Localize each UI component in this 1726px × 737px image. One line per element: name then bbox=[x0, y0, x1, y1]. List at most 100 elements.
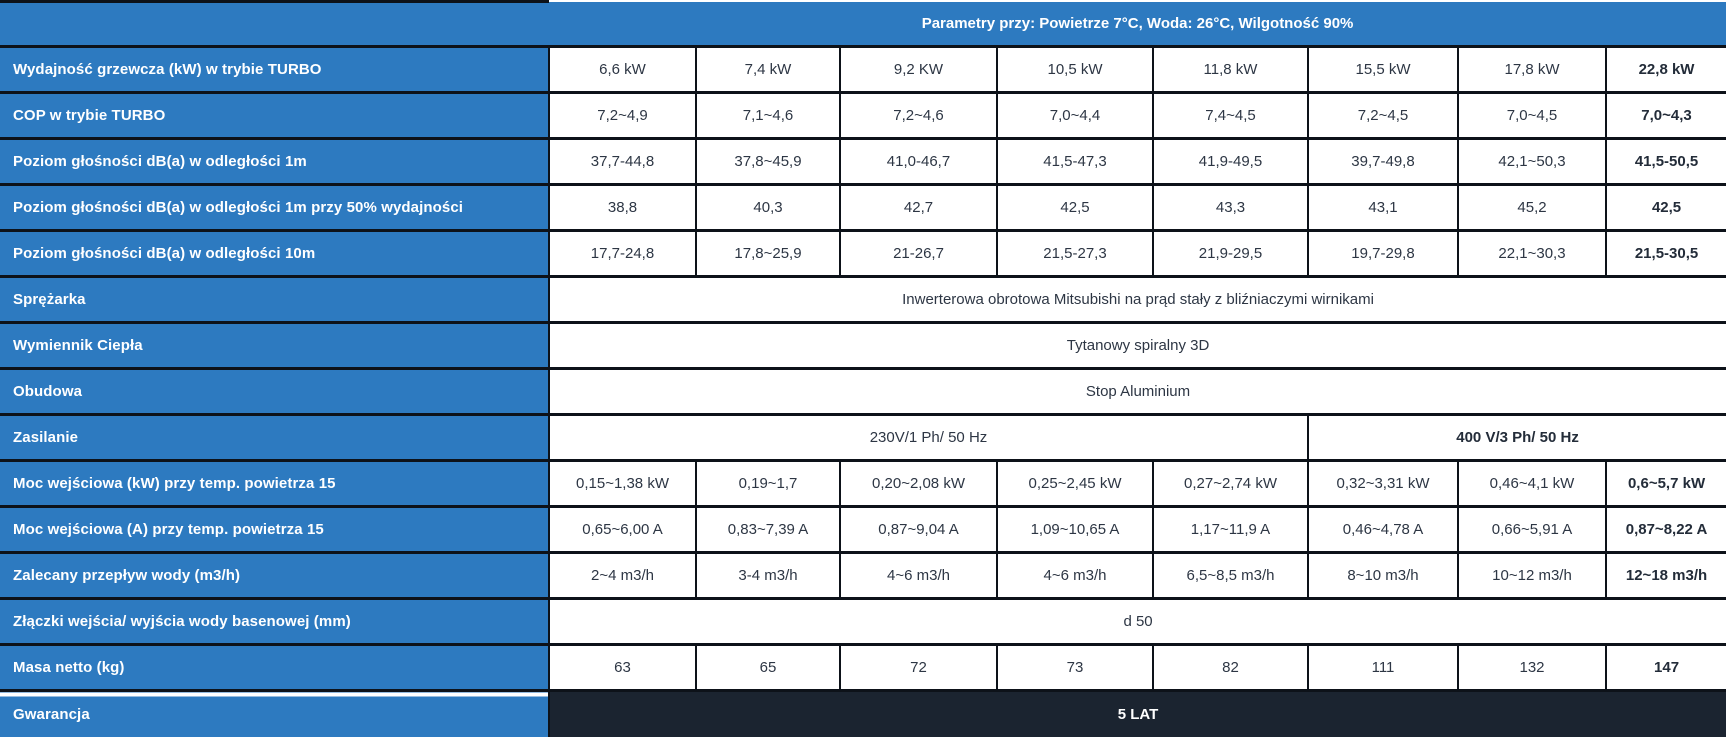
row-label: Poziom głośności dB(a) w odległości 10m bbox=[0, 230, 549, 279]
value-cell: 0,19~1,7 bbox=[695, 460, 840, 509]
power-supply-3ph-cell: 400 V/3 Ph/ 50 Hz bbox=[1306, 414, 1726, 463]
span-value-cell: d 50 bbox=[547, 598, 1726, 647]
table-row: Moc wejściowa (kW) przy temp. powietrza … bbox=[0, 460, 1726, 509]
value-cell: 21,9-29,5 bbox=[1152, 230, 1308, 279]
value-cell: 40,3 bbox=[695, 184, 840, 233]
value-cell: 0,65~6,00 A bbox=[548, 506, 696, 555]
table-row: COP w trybie TURBO 7,2~4,9 7,1~4,6 7,2~4… bbox=[0, 92, 1726, 141]
value-cell: 0,46~4,1 kW bbox=[1457, 460, 1606, 509]
row-label: Moc wejściowa (A) przy temp. powietrza 1… bbox=[0, 506, 549, 555]
value-cell: 42,1~50,3 bbox=[1457, 138, 1606, 187]
table-row-guarantee: Gwarancja 5 LAT bbox=[0, 690, 1726, 737]
value-cell: 21,5-30,5 bbox=[1604, 230, 1726, 279]
value-cell: 0,6~5,7 kW bbox=[1604, 460, 1726, 509]
row-label: COP w trybie TURBO bbox=[0, 92, 549, 141]
value-cell: 0,32~3,31 kW bbox=[1307, 460, 1458, 509]
value-cell: 1,09~10,65 A bbox=[996, 506, 1153, 555]
value-cell: 37,8~45,9 bbox=[695, 138, 840, 187]
value-cell: 21-26,7 bbox=[839, 230, 997, 279]
value-cell: 7,4~4,5 bbox=[1152, 92, 1308, 141]
value-cell: 7,2~4,9 bbox=[548, 92, 696, 141]
table-row: Poziom głośności dB(a) w odległości 1m 3… bbox=[0, 138, 1726, 187]
table-title: Parametry przy: Powietrze 7°C, Woda: 26°… bbox=[549, 1, 1726, 49]
value-cell: 42,7 bbox=[839, 184, 997, 233]
value-cell: 17,8 kW bbox=[1457, 46, 1606, 95]
guarantee-band: 5 LAT bbox=[547, 690, 1726, 737]
value-cell: 2~4 m3/h bbox=[548, 552, 696, 601]
value-cell: 45,2 bbox=[1457, 184, 1606, 233]
row-label: Sprężarka bbox=[0, 276, 549, 325]
value-cell: 21,5-27,3 bbox=[996, 230, 1153, 279]
value-cell: 41,5-47,3 bbox=[996, 138, 1153, 187]
table-header-row: Parametry przy: Powietrze 7°C, Woda: 26°… bbox=[0, 0, 1726, 49]
table-row: Wydajność grzewcza (kW) w trybie TURBO 6… bbox=[0, 46, 1726, 95]
table-row: Zalecany przepływ wody (m3/h) 2~4 m3/h 3… bbox=[0, 552, 1726, 601]
value-cell: 7,1~4,6 bbox=[695, 92, 840, 141]
value-cell: 0,15~1,38 kW bbox=[548, 460, 696, 509]
row-label: Złączki wejścia/ wyjścia wody basenowej … bbox=[0, 598, 549, 647]
value-cell: 6,6 kW bbox=[548, 46, 696, 95]
value-cell: 37,7-44,8 bbox=[548, 138, 696, 187]
value-cell: 22,1~30,3 bbox=[1457, 230, 1606, 279]
value-cell: 15,5 kW bbox=[1307, 46, 1458, 95]
value-cell: 42,5 bbox=[1604, 184, 1726, 233]
value-cell: 63 bbox=[548, 644, 696, 693]
value-cell: 7,2~4,6 bbox=[839, 92, 997, 141]
value-cell: 7,4 kW bbox=[695, 46, 840, 95]
table-row: Obudowa Stop Aluminium bbox=[0, 368, 1726, 417]
value-cell: 42,5 bbox=[996, 184, 1153, 233]
value-cell: 41,5-50,5 bbox=[1604, 138, 1726, 187]
value-cell: 43,1 bbox=[1307, 184, 1458, 233]
value-cell: 10~12 m3/h bbox=[1457, 552, 1606, 601]
table-row: Masa netto (kg) 63 65 72 73 82 111 132 1… bbox=[0, 644, 1726, 693]
table-row: Zasilanie 230V/1 Ph/ 50 Hz 400 V/3 Ph/ 5… bbox=[0, 414, 1726, 463]
row-label: Poziom głośności dB(a) w odległości 1m bbox=[0, 138, 549, 187]
value-cell: 7,0~4,3 bbox=[1604, 92, 1726, 141]
value-cell: 3-4 m3/h bbox=[695, 552, 840, 601]
value-cell: 1,17~11,9 A bbox=[1152, 506, 1308, 555]
value-cell: 10,5 kW bbox=[996, 46, 1153, 95]
row-label: Obudowa bbox=[0, 368, 549, 417]
value-cell: 6,5~8,5 m3/h bbox=[1152, 552, 1308, 601]
row-label: Masa netto (kg) bbox=[0, 644, 549, 693]
value-cell: 0,87~9,04 A bbox=[839, 506, 997, 555]
value-cell: 4~6 m3/h bbox=[839, 552, 997, 601]
value-cell: 41,0-46,7 bbox=[839, 138, 997, 187]
span-value-cell: Inwerterowa obrotowa Mitsubishi na prąd … bbox=[547, 276, 1726, 325]
row-label: Moc wejściowa (kW) przy temp. powietrza … bbox=[0, 460, 549, 509]
value-cell: 7,0~4,4 bbox=[996, 92, 1153, 141]
table-row: Poziom głośności dB(a) w odległości 1m p… bbox=[0, 184, 1726, 233]
value-cell: 0,66~5,91 A bbox=[1457, 506, 1606, 555]
value-cell: 73 bbox=[996, 644, 1153, 693]
span-value-cell: Stop Aluminium bbox=[547, 368, 1726, 417]
value-cell: 72 bbox=[839, 644, 997, 693]
value-cell: 9,2 KW bbox=[839, 46, 997, 95]
value-cell: 0,27~2,74 kW bbox=[1152, 460, 1308, 509]
value-cell: 39,7-49,8 bbox=[1307, 138, 1458, 187]
span-value-cell: Tytanowy spiralny 3D bbox=[547, 322, 1726, 371]
value-cell: 111 bbox=[1307, 644, 1458, 693]
value-cell: 0,83~7,39 A bbox=[695, 506, 840, 555]
value-cell: 65 bbox=[695, 644, 840, 693]
row-label: Gwarancja bbox=[0, 690, 549, 737]
value-cell: 17,7-24,8 bbox=[548, 230, 696, 279]
value-cell: 82 bbox=[1152, 644, 1308, 693]
value-cell: 0,87~8,22 A bbox=[1604, 506, 1726, 555]
row-label: Zasilanie bbox=[0, 414, 549, 463]
value-cell: 4~6 m3/h bbox=[996, 552, 1153, 601]
value-cell: 0,20~2,08 kW bbox=[839, 460, 997, 509]
table-row: Złączki wejścia/ wyjścia wody basenowej … bbox=[0, 598, 1726, 647]
row-label: Wymiennik Ciepła bbox=[0, 322, 549, 371]
row-label: Zalecany przepływ wody (m3/h) bbox=[0, 552, 549, 601]
value-cell: 132 bbox=[1457, 644, 1606, 693]
value-cell: 17,8~25,9 bbox=[695, 230, 840, 279]
header-corner-cell bbox=[0, 0, 549, 49]
value-cell: 38,8 bbox=[548, 184, 696, 233]
value-cell: 41,9-49,5 bbox=[1152, 138, 1308, 187]
value-cell: 0,46~4,78 A bbox=[1307, 506, 1458, 555]
value-cell: 7,2~4,5 bbox=[1307, 92, 1458, 141]
table-row: Moc wejściowa (A) przy temp. powietrza 1… bbox=[0, 506, 1726, 555]
power-supply-1ph-cell: 230V/1 Ph/ 50 Hz bbox=[548, 414, 1308, 463]
